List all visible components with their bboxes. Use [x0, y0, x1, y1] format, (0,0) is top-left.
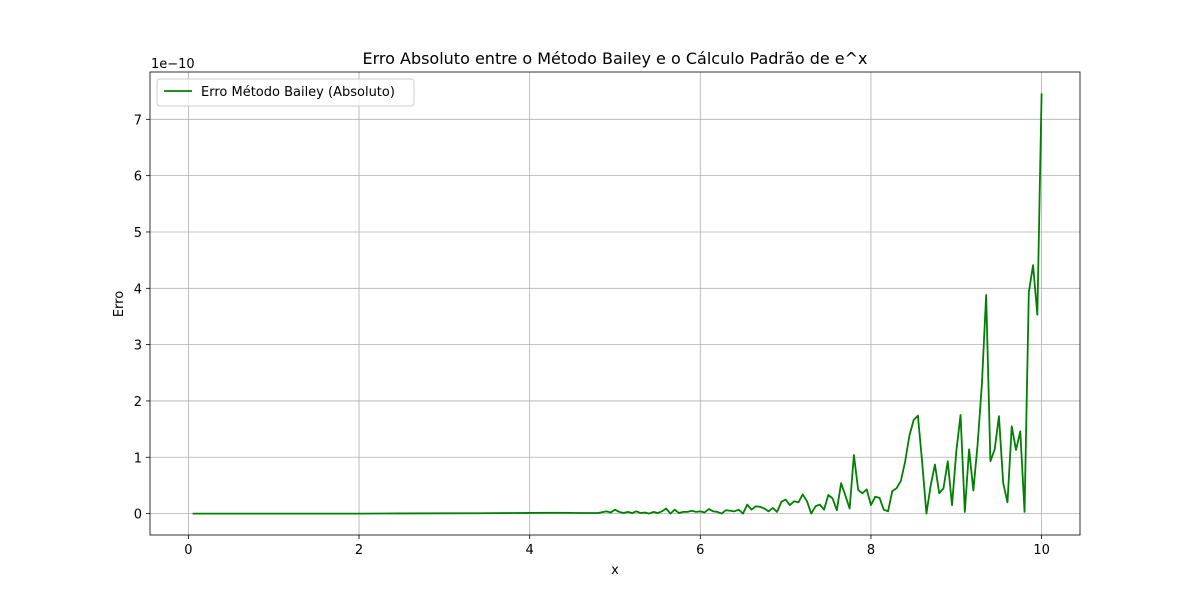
- x-tick-label: 10: [1033, 543, 1050, 558]
- y-tick-label: 3: [134, 339, 142, 354]
- y-offset-text: 1e−10: [151, 57, 195, 72]
- x-axis-label: x: [611, 563, 619, 578]
- y-tick-label: 7: [134, 113, 142, 128]
- legend-box: [156, 78, 415, 107]
- y-tick-label: 2: [134, 395, 142, 410]
- axes-frame: [149, 71, 1081, 536]
- y-tick-label: 1: [134, 451, 142, 466]
- y-axis-label: Erro: [112, 291, 127, 317]
- x-tick-label: 6: [696, 543, 704, 558]
- y-tick-label: 6: [134, 170, 142, 185]
- x-tick-label: 8: [867, 543, 875, 558]
- y-tick-label: 5: [134, 226, 142, 241]
- x-tick-label: 2: [355, 543, 363, 558]
- x-tick-label: 0: [184, 543, 192, 558]
- x-tick-label: 4: [526, 543, 534, 558]
- y-tick-label: 4: [134, 282, 142, 297]
- chart-title: Erro Absoluto entre o Método Bailey e o …: [362, 49, 867, 68]
- y-tick-label: 0: [134, 508, 142, 523]
- legend-label: Erro Método Bailey (Absoluto): [201, 85, 395, 100]
- plot-area: 0 2 4 6 8 10 0 1 2 3 4 5 6 7: [134, 71, 1081, 558]
- legend: Erro Método Bailey (Absoluto): [156, 78, 415, 107]
- series-line: [192, 93, 1043, 515]
